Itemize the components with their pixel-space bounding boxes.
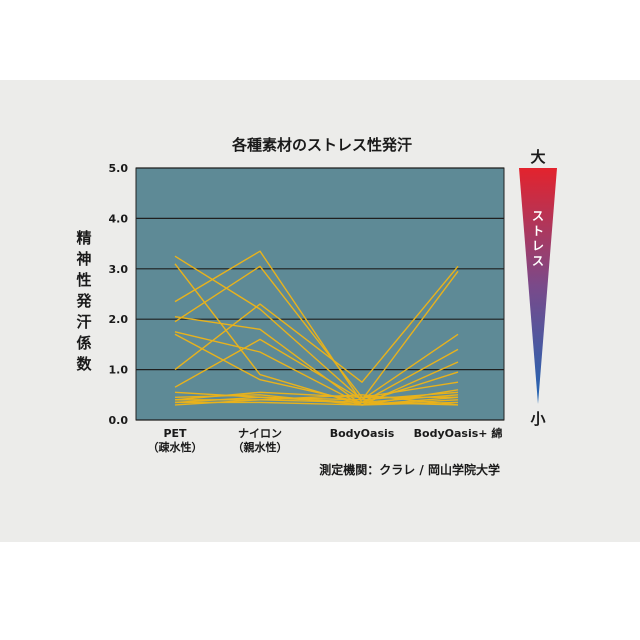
y-tick-label: 2.0 bbox=[109, 313, 129, 326]
stress-scale-top: 大 bbox=[530, 148, 545, 166]
grid-lines bbox=[136, 167, 504, 421]
series-line bbox=[174, 255, 459, 401]
series-line bbox=[174, 265, 458, 398]
y-tick-label: 4.0 bbox=[109, 212, 129, 225]
stress-scale-bottom: 小 bbox=[530, 410, 545, 428]
stress-gradient-triangle bbox=[519, 168, 557, 404]
y-axis-label: 精神性発汗係数 bbox=[75, 229, 92, 373]
x-category-sublabel: （疎水性） bbox=[148, 440, 203, 454]
x-category-label: ナイロン bbox=[238, 427, 282, 440]
x-category-label: PET bbox=[163, 427, 187, 440]
y-tick-label: 3.0 bbox=[109, 263, 129, 276]
series-line bbox=[174, 333, 459, 401]
stress-scale: 大 ストレス 小 bbox=[519, 148, 557, 428]
y-tick-labels: 0.0 1.0 2.0 3.0 4.0 5.0 bbox=[109, 162, 129, 427]
stress-scale-label: ストレス bbox=[532, 209, 544, 268]
y-tick-label: 5.0 bbox=[109, 162, 129, 175]
series-line bbox=[174, 265, 459, 383]
chart-title: 各種素材のストレス性発汗 bbox=[231, 136, 412, 154]
series-lines bbox=[174, 250, 459, 406]
series-line bbox=[174, 391, 459, 404]
x-category-sublabel: （親水性） bbox=[233, 440, 288, 454]
series-line bbox=[174, 394, 459, 406]
series-line bbox=[174, 331, 459, 406]
source-note: 測定機関：クラレ / 岡山学院大学 bbox=[319, 462, 500, 477]
series-line bbox=[174, 333, 459, 406]
series-line bbox=[174, 381, 459, 401]
plot-area bbox=[135, 167, 505, 421]
x-category-labels: PET（疎水性） ナイロン（親水性） BodyOasis BodyOasis+ 綿 bbox=[148, 426, 503, 454]
x-category-label: BodyOasis bbox=[330, 427, 395, 440]
y-tick-label: 1.0 bbox=[109, 364, 129, 377]
x-category-label: BodyOasis+ 綿 bbox=[414, 426, 503, 440]
y-tick-label: 0.0 bbox=[109, 414, 129, 427]
series-line bbox=[174, 250, 459, 404]
